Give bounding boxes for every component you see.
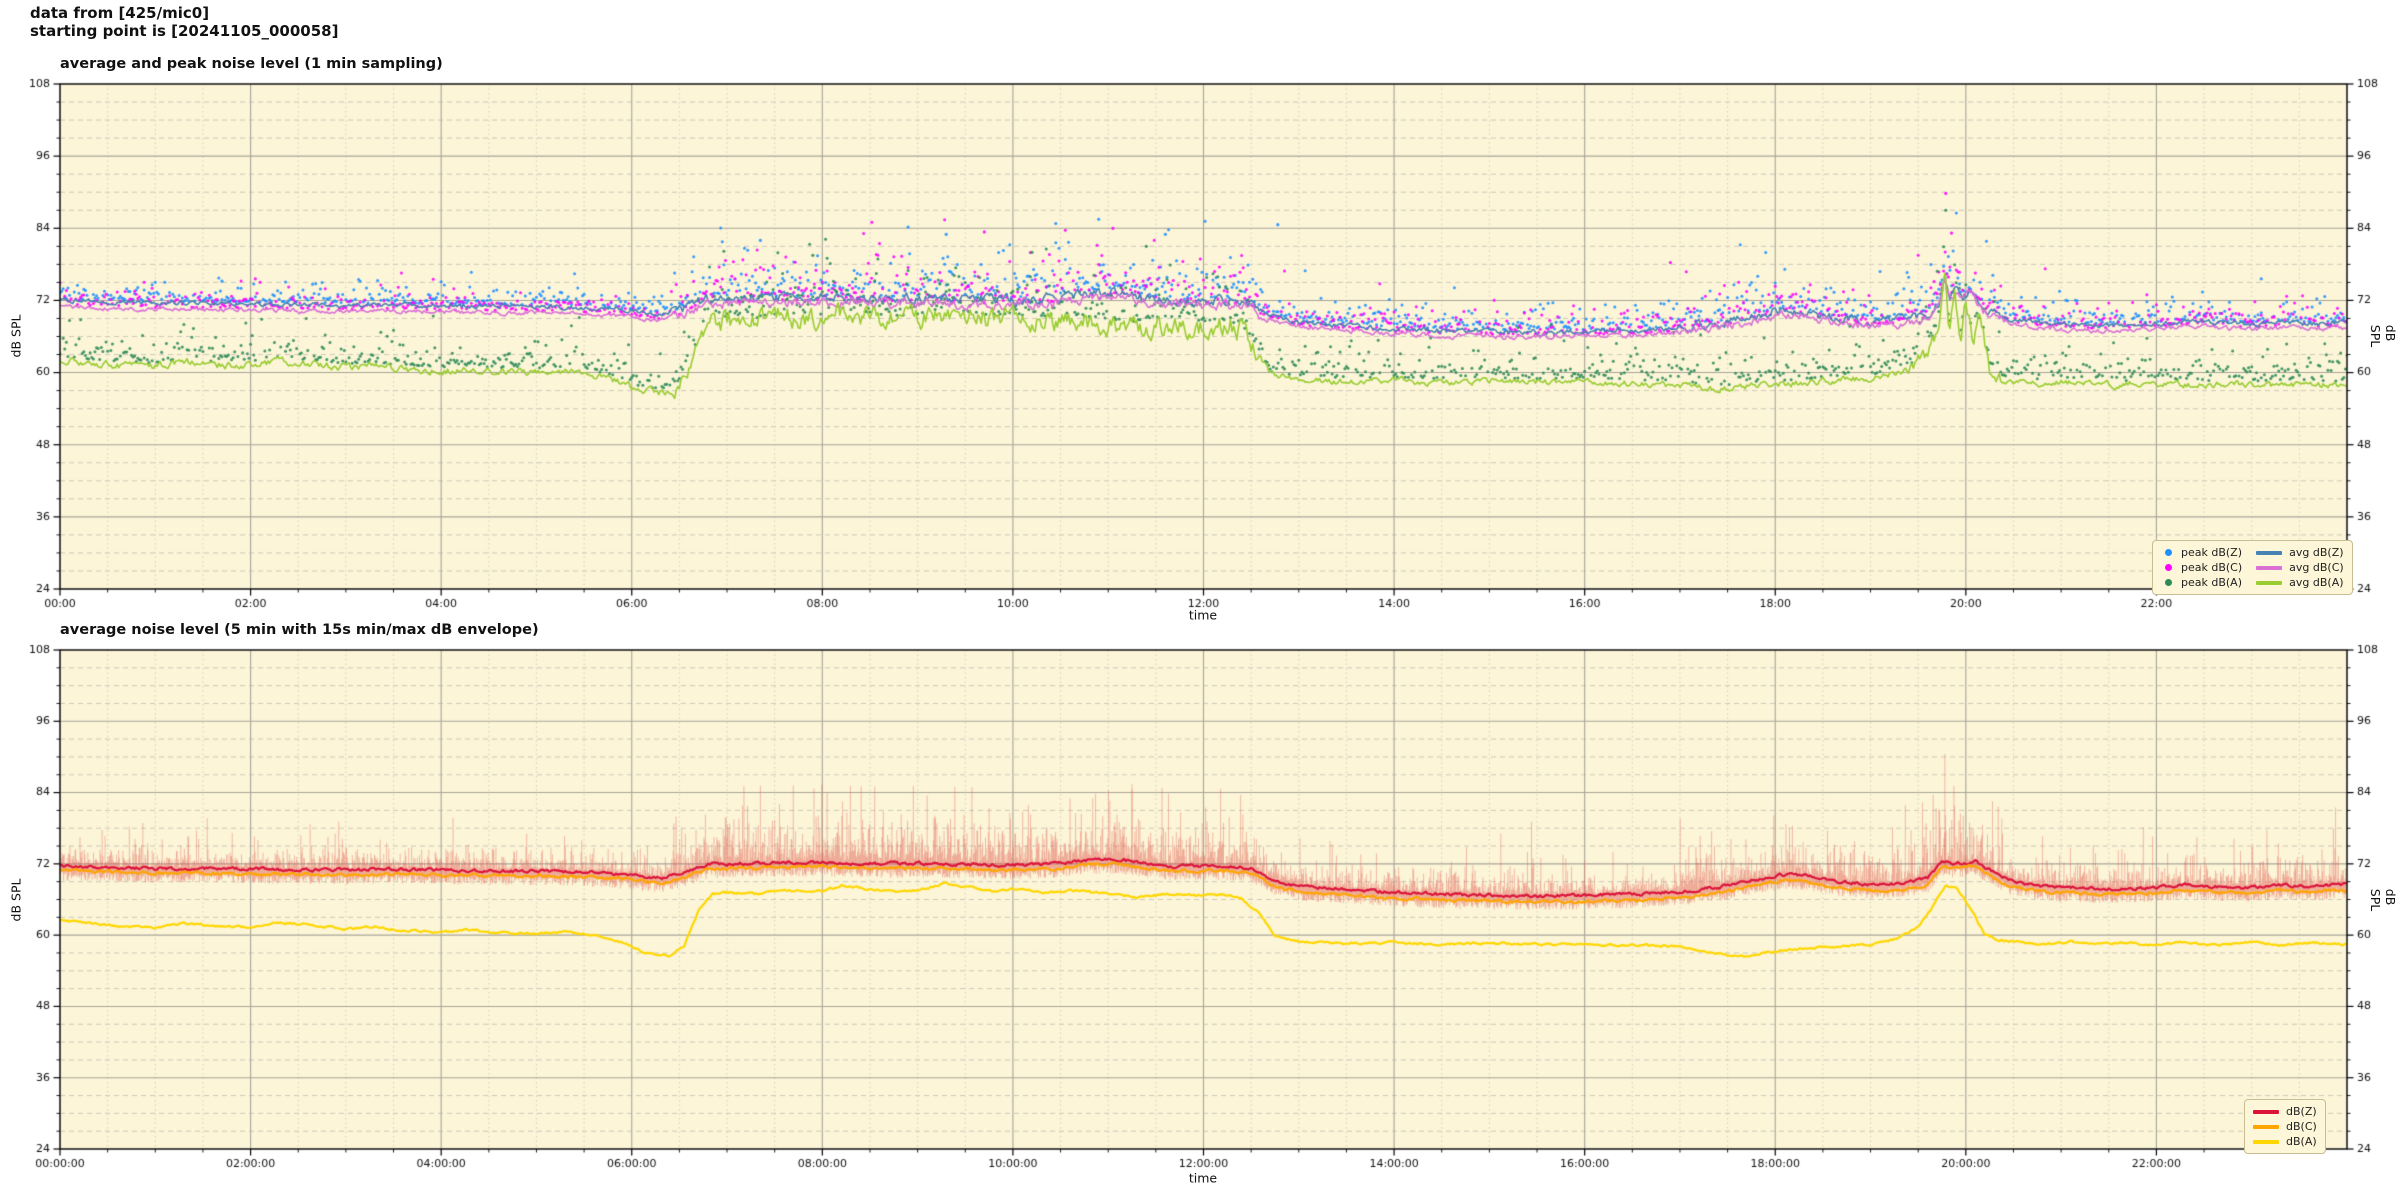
legend-item-avg-dbc: avg dB(C) xyxy=(2256,561,2344,574)
dbc-line-icon xyxy=(2253,1124,2279,1129)
avg-dba-line-icon xyxy=(2256,580,2283,585)
legend-label: avg dB(A) xyxy=(2289,576,2344,589)
dbz-line-icon xyxy=(2253,1109,2279,1114)
legend-label: avg dB(Z) xyxy=(2289,546,2344,559)
legend-label: dB(C) xyxy=(2286,1120,2317,1133)
legend-item-peak-dbc: peak dB(C) xyxy=(2161,561,2242,574)
legend-label: peak dB(C) xyxy=(2181,561,2243,574)
legend-column: dB(Z) dB(C) dB(A) xyxy=(2253,1105,2317,1148)
bottom-plot-ylabel-left: dB SPL xyxy=(8,878,24,922)
bottom-plot-legend: dB(Z) dB(C) dB(A) xyxy=(2244,1099,2326,1154)
avg-dbz-line-icon xyxy=(2256,550,2283,555)
legend-item-peak-dbz: peak dB(Z) xyxy=(2161,546,2242,559)
peak-dba-marker-icon xyxy=(2165,579,2172,586)
header-line-2: starting point is [20241105_000058] xyxy=(30,22,339,40)
legend-label: peak dB(A) xyxy=(2181,576,2242,589)
legend-label: dB(Z) xyxy=(2286,1105,2317,1118)
bottom-plot-xlabel: time xyxy=(1188,1170,1218,1186)
legend-item-peak-dba: peak dB(A) xyxy=(2161,576,2242,589)
legend-item-dba: dB(A) xyxy=(2253,1135,2317,1148)
top-plot-legend: peak dB(Z) peak dB(C) peak dB(A) avg dB(… xyxy=(2152,540,2353,595)
legend-item-dbc: dB(C) xyxy=(2253,1120,2317,1133)
legend-item-avg-dbz: avg dB(Z) xyxy=(2256,546,2344,559)
top-plot-ylabel-left: dB SPL xyxy=(8,314,24,358)
bottom-plot-title: average noise level (5 min with 15s min/… xyxy=(60,622,539,638)
peak-dbc-marker-icon xyxy=(2165,564,2172,571)
legend-column-peaks: peak dB(Z) peak dB(C) peak dB(A) xyxy=(2161,546,2242,589)
legend-item-avg-dba: avg dB(A) xyxy=(2256,576,2344,589)
header-line-1: data from [425/mic0] xyxy=(30,4,210,22)
legend-label: dB(A) xyxy=(2286,1135,2317,1148)
legend-label: peak dB(Z) xyxy=(2181,546,2243,559)
top-plot-xlabel: time xyxy=(1188,607,1218,623)
legend-column-averages: avg dB(Z) avg dB(C) avg dB(A) xyxy=(2256,546,2344,589)
bottom-plot-ylabel-right: dB SPL xyxy=(2368,888,2398,912)
legend-label: avg dB(C) xyxy=(2289,561,2344,574)
legend-item-dbz: dB(Z) xyxy=(2253,1105,2317,1118)
top-plot-title: average and peak noise level (1 min samp… xyxy=(60,56,443,72)
dba-line-icon xyxy=(2253,1139,2279,1144)
peak-dbz-marker-icon xyxy=(2165,549,2172,556)
avg-dbc-line-icon xyxy=(2256,565,2283,570)
top-plot-ylabel-right: dB SPL xyxy=(2368,324,2398,348)
